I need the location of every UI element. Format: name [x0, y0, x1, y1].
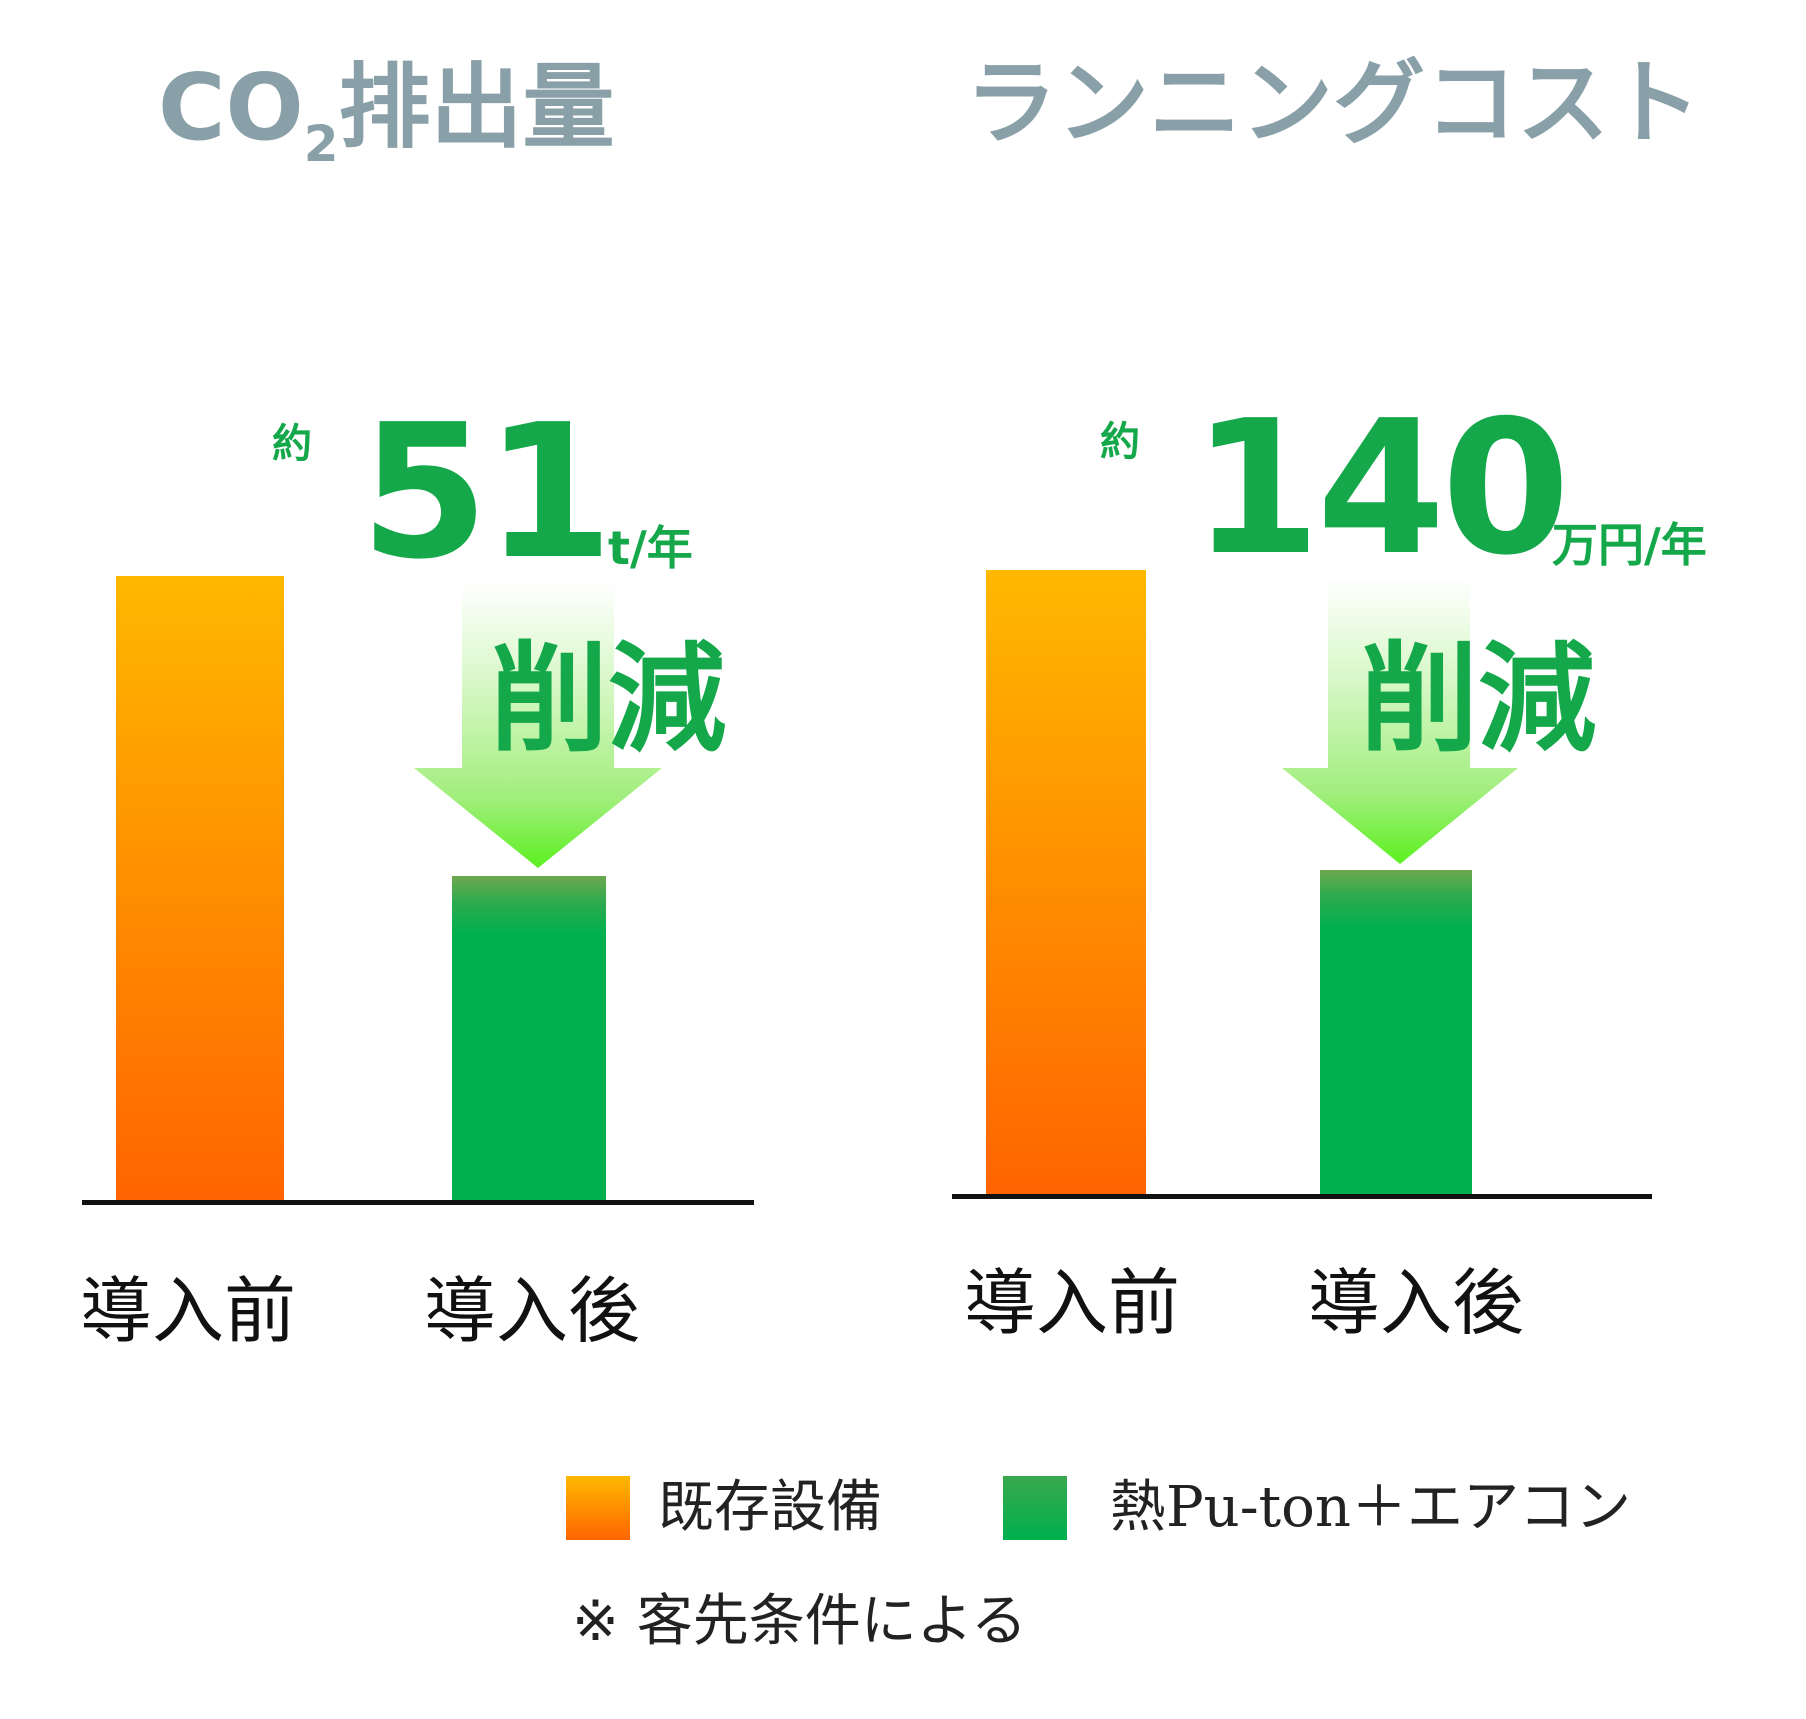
- chart-1-x-axis: [82, 1200, 754, 1205]
- chart-1-title: CO2排出量: [158, 54, 615, 173]
- chart-2-reduction-value: 140: [1192, 380, 1570, 596]
- chart-1-approx-label: 約: [272, 421, 312, 467]
- chart-1-down-arrow: [414, 582, 662, 868]
- legend-label-puton: 熱Pu-ton＋エアコン: [1110, 1475, 1631, 1540]
- legend-swatch-puton: [1003, 1476, 1067, 1540]
- chart-2-category-after: 導入後: [1308, 1261, 1525, 1345]
- legend-label-existing: 既存設備: [658, 1475, 882, 1540]
- chart-2-bar-before: [986, 570, 1146, 1194]
- chart-1-bar-after: [452, 875, 606, 1200]
- legend-swatch-existing: [566, 1476, 630, 1540]
- chart-1-bar-before: [116, 576, 284, 1200]
- footnote: ※ 客先条件による: [572, 1589, 1028, 1654]
- chart-1-category-before: 導入前: [80, 1269, 297, 1353]
- chart-1-reduction-unit: t/年: [608, 521, 693, 575]
- chart-2-bar-after: [1320, 869, 1472, 1194]
- chart-2-reduction-unit: 万円/年: [1552, 518, 1707, 572]
- chart-1-category-after: 導入後: [424, 1269, 641, 1353]
- chart-2-title: ランニングコスト: [965, 50, 1702, 157]
- chart-2-x-axis: [952, 1194, 1652, 1199]
- chart-2-category-before: 導入前: [964, 1261, 1181, 1345]
- chart-1-reduction-label: 削減: [490, 630, 727, 768]
- chart-2-down-arrow: [1282, 578, 1518, 864]
- chart-1-reduction-value: 51: [360, 384, 613, 600]
- chart-2-approx-label: 約: [1100, 419, 1140, 465]
- chart-2-reduction-label: 削減: [1360, 630, 1597, 768]
